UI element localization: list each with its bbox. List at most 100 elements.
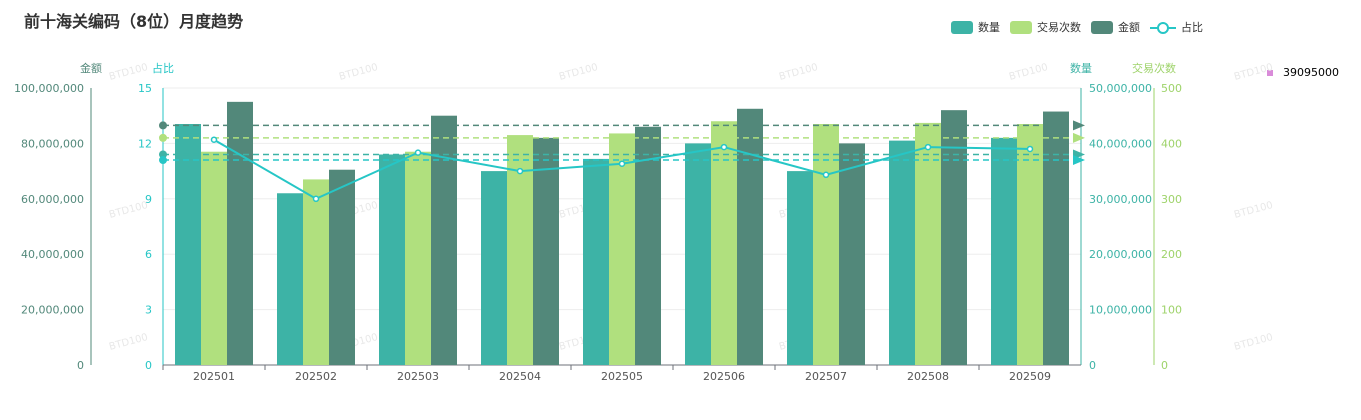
- bar-0: [685, 143, 711, 365]
- y-tick-label: 0: [145, 359, 152, 372]
- y-tick-label: 10,000,000: [1089, 304, 1152, 317]
- y-tick-label: 6: [145, 248, 152, 261]
- line-point: [822, 171, 830, 179]
- bar-2: [839, 143, 865, 365]
- legend-label-quantity: 数量: [978, 21, 1000, 34]
- bar-0: [991, 137, 1017, 365]
- bar-2: [329, 169, 355, 365]
- legend-line-share-icon: [1150, 21, 1176, 34]
- watermark-text: BTD100: [1008, 62, 1049, 83]
- reference-line-start: [159, 121, 167, 130]
- y-tick-label: 30,000,000: [1089, 193, 1152, 206]
- y-tick-label: 40,000,000: [21, 248, 84, 261]
- legend-label-amount: 金额: [1118, 21, 1140, 34]
- reference-line-arrow: [1073, 155, 1085, 166]
- side-note-value: 39095000: [1283, 66, 1339, 79]
- legend-label-trades: 交易次数: [1037, 21, 1081, 34]
- bar-0: [175, 124, 201, 365]
- reference-line-start: [159, 156, 167, 165]
- chart-title: 前十海关编码（8位）月度趋势: [24, 12, 244, 31]
- bar-1: [711, 121, 737, 366]
- watermark-text: BTD100: [778, 62, 819, 83]
- line-point: [720, 143, 728, 151]
- legend-item-quantity[interactable]: 数量: [951, 19, 1000, 35]
- legend-item-amount[interactable]: 金额: [1091, 19, 1140, 35]
- bar-1: [609, 133, 635, 365]
- y-tick-label: 20,000,000: [1089, 248, 1152, 261]
- line-point: [618, 160, 626, 167]
- y-tick-label: 40,000,000: [1089, 137, 1152, 150]
- watermark-text: BTD100: [1233, 332, 1274, 353]
- reference-line-start: [159, 133, 167, 142]
- line-point: [210, 136, 218, 143]
- y-tick-label: 400: [1161, 137, 1182, 150]
- x-tick-label: 202503: [397, 370, 439, 383]
- y-tick-label: 15: [138, 82, 152, 95]
- line-point: [414, 149, 422, 156]
- legend-label-share: 占比: [1181, 21, 1203, 34]
- bar-2: [1043, 111, 1069, 365]
- watermark-text: BTD100: [108, 62, 149, 83]
- legend-item-trades[interactable]: 交易次数: [1010, 19, 1081, 35]
- watermark-text: BTD100: [1233, 62, 1274, 83]
- watermark-text: BTD100: [338, 62, 379, 83]
- x-tick-label: 202507: [805, 370, 847, 383]
- y-tick-label: 0: [77, 359, 84, 372]
- watermark-text: BTD100: [108, 200, 149, 221]
- y-tick-label: 20,000,000: [21, 304, 84, 317]
- legend-swatch-amount: [1091, 20, 1113, 34]
- legend: 数量 交易次数 金额 占比: [951, 19, 1213, 35]
- y-axis-title: 占比: [152, 61, 174, 75]
- watermark-text: BTD100: [558, 62, 599, 83]
- x-tick-label: 202505: [601, 370, 643, 383]
- bar-2: [941, 110, 967, 365]
- y-tick-label: 0: [1161, 359, 1168, 372]
- watermark-text: BTD100: [108, 332, 149, 353]
- y-tick-label: 3: [145, 304, 152, 317]
- legend-item-share[interactable]: 占比: [1150, 19, 1203, 35]
- reference-line-arrow: [1073, 132, 1085, 143]
- side-note-dot-icon: [1267, 69, 1273, 76]
- line-point: [516, 167, 524, 175]
- y-tick-label: 80,000,000: [21, 137, 84, 150]
- bar-1: [201, 151, 227, 365]
- y-tick-label: 50,000,000: [1089, 82, 1152, 95]
- x-tick-label: 202509: [1009, 370, 1051, 383]
- y-tick-label: 100: [1161, 304, 1182, 317]
- side-note: 39095000: [1267, 66, 1339, 79]
- x-tick-label: 202504: [499, 370, 541, 383]
- y-tick-label: 9: [145, 193, 152, 206]
- bar-2: [431, 115, 457, 365]
- bar-2: [533, 137, 559, 365]
- bar-0: [889, 140, 915, 365]
- y-tick-label: 100,000,000: [14, 82, 84, 95]
- y-tick-label: 12: [138, 137, 152, 150]
- line-point: [1026, 145, 1034, 153]
- x-tick-label: 202501: [193, 370, 235, 383]
- y-axis-title: 金额: [80, 61, 102, 75]
- bar-2: [635, 126, 661, 365]
- bar-0: [583, 158, 609, 365]
- line-point: [312, 195, 320, 203]
- bar-0: [277, 193, 303, 365]
- bar-0: [481, 171, 507, 365]
- x-tick-label: 202508: [907, 370, 949, 383]
- y-tick-label: 500: [1161, 82, 1182, 95]
- reference-line-start: [159, 150, 167, 159]
- y-tick-label: 200: [1161, 248, 1182, 261]
- bar-2: [227, 101, 253, 365]
- legend-swatch-trades: [1010, 20, 1032, 34]
- y-axis-title: 交易次数: [1132, 61, 1176, 75]
- legend-swatch-quantity: [951, 20, 973, 34]
- bar-1: [915, 122, 941, 365]
- y-tick-label: 60,000,000: [21, 193, 84, 206]
- y-tick-label: 300: [1161, 193, 1182, 206]
- reference-line-arrow: [1073, 120, 1085, 131]
- line-point: [924, 143, 932, 151]
- bar-1: [303, 179, 329, 365]
- bar-1: [1017, 124, 1043, 365]
- bar-0: [787, 171, 813, 365]
- bar-2: [737, 108, 763, 366]
- bar-1: [405, 151, 431, 365]
- x-tick-label: 202502: [295, 370, 337, 383]
